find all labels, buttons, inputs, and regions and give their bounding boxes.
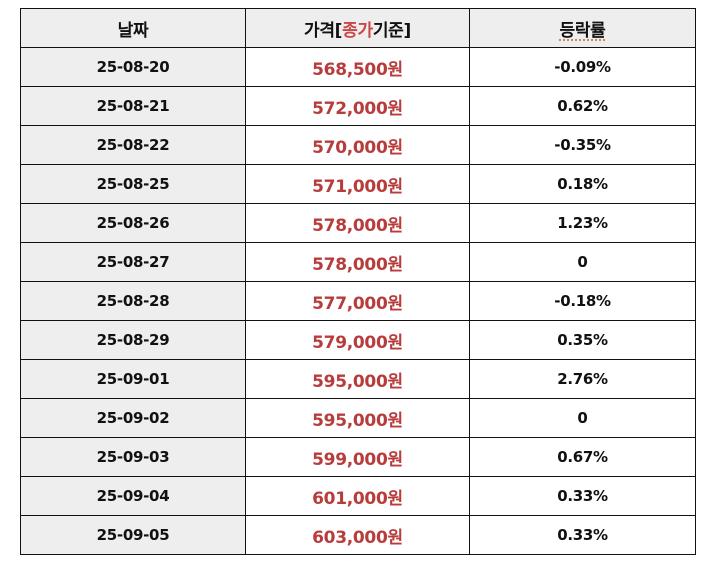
header-price-prefix: 가격[ (304, 20, 343, 41)
date-cell: 25-09-03 (20, 437, 246, 477)
rate-cell: 0 (469, 242, 696, 282)
price-cell: 579,000원 (245, 320, 470, 360)
date-cell: 25-09-01 (20, 359, 246, 399)
date-cell: 25-08-27 (20, 242, 246, 282)
date-cell: 25-09-02 (20, 398, 246, 438)
price-cell: 595,000원 (245, 359, 470, 399)
header-rate-label: 등락률 (559, 20, 606, 41)
header-row: 날짜 가격[종가기준] 등락률 (20, 8, 696, 48)
rate-cell: 0.18% (469, 164, 696, 204)
table-row: 25-09-02 595,000원 0 (20, 398, 696, 438)
date-cell: 25-09-04 (20, 476, 246, 516)
header-price-suffix: 기준] (372, 20, 411, 41)
price-cell: 572,000원 (245, 86, 470, 126)
price-cell: 595,000원 (245, 398, 470, 438)
price-cell: 577,000원 (245, 281, 470, 321)
table-row: 25-08-27 578,000원 0 (20, 242, 696, 282)
rate-cell: 0.35% (469, 320, 696, 360)
table-row: 25-08-26 578,000원 1.23% (20, 203, 696, 243)
price-cell: 578,000원 (245, 242, 470, 282)
table-header: 날짜 가격[종가기준] 등락률 (20, 8, 696, 48)
rate-cell: 0.67% (469, 437, 696, 477)
price-cell: 603,000원 (245, 515, 470, 555)
date-cell: 25-08-29 (20, 320, 246, 360)
table-body: 25-08-20 568,500원 -0.09% 25-08-21 572,00… (20, 47, 696, 555)
table-row: 25-08-20 568,500원 -0.09% (20, 47, 696, 87)
date-cell: 25-09-05 (20, 515, 246, 555)
rate-cell: -0.09% (469, 47, 696, 87)
table-row: 25-09-04 601,000원 0.33% (20, 476, 696, 516)
table-row: 25-09-05 603,000원 0.33% (20, 515, 696, 555)
rate-cell: 0.62% (469, 86, 696, 126)
header-price: 가격[종가기준] (245, 8, 470, 48)
rate-cell: -0.18% (469, 281, 696, 321)
table-row: 25-08-25 571,000원 0.18% (20, 164, 696, 204)
stock-price-table: 날짜 가격[종가기준] 등락률 25-08-20 568,500원 -0.09%… (20, 8, 696, 555)
price-cell: 570,000원 (245, 125, 470, 165)
rate-cell: 0.33% (469, 515, 696, 555)
rate-cell: 2.76% (469, 359, 696, 399)
rate-cell: 0 (469, 398, 696, 438)
price-cell: 601,000원 (245, 476, 470, 516)
price-cell: 568,500원 (245, 47, 470, 87)
header-price-accent: 종가 (342, 20, 373, 41)
table-row: 25-08-28 577,000원 -0.18% (20, 281, 696, 321)
date-cell: 25-08-20 (20, 47, 246, 87)
date-cell: 25-08-25 (20, 164, 246, 204)
table-row: 25-08-21 572,000원 0.62% (20, 86, 696, 126)
rate-cell: -0.35% (469, 125, 696, 165)
rate-cell: 0.33% (469, 476, 696, 516)
date-cell: 25-08-22 (20, 125, 246, 165)
price-cell: 599,000원 (245, 437, 470, 477)
table-row: 25-08-29 579,000원 0.35% (20, 320, 696, 360)
price-cell: 571,000원 (245, 164, 470, 204)
table-row: 25-09-01 595,000원 2.76% (20, 359, 696, 399)
header-rate: 등락률 (469, 8, 696, 48)
table-row: 25-09-03 599,000원 0.67% (20, 437, 696, 477)
date-cell: 25-08-28 (20, 281, 246, 321)
date-cell: 25-08-21 (20, 86, 246, 126)
table-row: 25-08-22 570,000원 -0.35% (20, 125, 696, 165)
date-cell: 25-08-26 (20, 203, 246, 243)
price-cell: 578,000원 (245, 203, 470, 243)
header-date: 날짜 (20, 8, 246, 48)
rate-cell: 1.23% (469, 203, 696, 243)
